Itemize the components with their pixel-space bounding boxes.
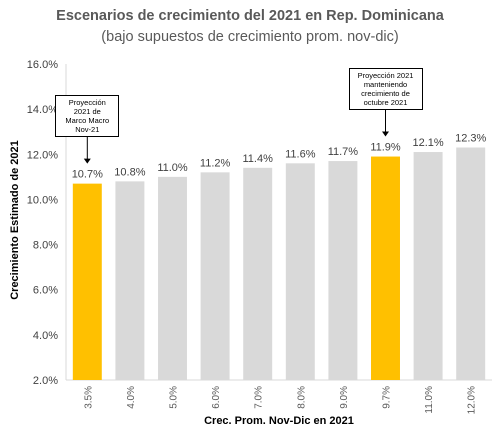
annotation-line: crecimiento de <box>361 89 410 98</box>
data-label: 11.6% <box>285 148 316 160</box>
data-label: 12.3% <box>455 133 486 145</box>
annotation-line: octubre 2021 <box>363 98 408 107</box>
x-tick-label: 3.5% <box>83 386 94 409</box>
annotation-octubre: Proyección 2021 manteniendo crecimiento … <box>348 68 423 110</box>
chart-subtitle: (bajo supuestos de crecimiento prom. nov… <box>101 29 399 45</box>
data-label: 11.7% <box>328 146 359 158</box>
x-tick-label: 7.0% <box>254 386 265 409</box>
x-axis-label: Crec. Prom. Nov-Dic en 2021 <box>204 415 354 427</box>
annotation-line: 2021 de <box>73 107 101 116</box>
annotation-arrow-head <box>83 158 91 164</box>
x-tick-label: 8.0% <box>296 386 307 409</box>
annotation-line: Nov-21 <box>75 125 100 134</box>
bar <box>158 176 187 380</box>
y-tick-label: 12.0% <box>27 149 58 161</box>
bar <box>413 152 443 380</box>
bar <box>243 167 273 380</box>
y-tick-label: 2.0% <box>33 375 58 387</box>
x-tick-label: 9.0% <box>339 386 350 409</box>
x-tick-label: 5.0% <box>169 386 180 409</box>
x-tick-label: 11.0% <box>424 386 435 414</box>
data-label: 11.0% <box>157 162 188 174</box>
data-label: 10.7% <box>72 169 103 181</box>
bar <box>456 147 486 380</box>
annotation-line: Proyección <box>68 98 106 107</box>
data-label: 11.4% <box>243 153 274 165</box>
x-tick-label: 6.0% <box>211 386 222 409</box>
data-label: 10.8% <box>114 166 145 178</box>
bar <box>371 156 400 380</box>
y-tick-label: 10.0% <box>27 194 58 206</box>
bar <box>328 161 358 380</box>
bar <box>72 183 102 380</box>
y-tick-label: 6.0% <box>33 285 58 297</box>
data-label: 12.1% <box>412 137 443 149</box>
data-label: 11.2% <box>200 157 231 169</box>
bar <box>115 181 145 380</box>
x-tick-label: 9.7% <box>382 386 393 409</box>
bar <box>285 163 315 380</box>
annotation-arrow-head <box>382 131 389 137</box>
chart-title: Escenarios de crecimiento del 2021 en Re… <box>56 8 444 24</box>
annotation-marco-macro: Proyección 2021 de Marco Macro Nov-21 <box>55 95 120 137</box>
y-tick-label: 4.0% <box>33 330 58 342</box>
annotation-line: manteniendo <box>363 80 408 89</box>
y-tick-label: 14.0% <box>27 104 58 116</box>
bar <box>200 172 230 380</box>
y-tick-label: 16.0% <box>27 59 58 71</box>
annotation-line: Proyección 2021 <box>357 71 414 80</box>
x-tick-label: 12.0% <box>467 386 478 414</box>
annotation-line: Marco Macro <box>65 116 110 125</box>
y-tick-label: 8.0% <box>33 240 58 252</box>
x-tick-label: 4.0% <box>126 386 137 409</box>
data-label: 11.9% <box>370 142 401 154</box>
